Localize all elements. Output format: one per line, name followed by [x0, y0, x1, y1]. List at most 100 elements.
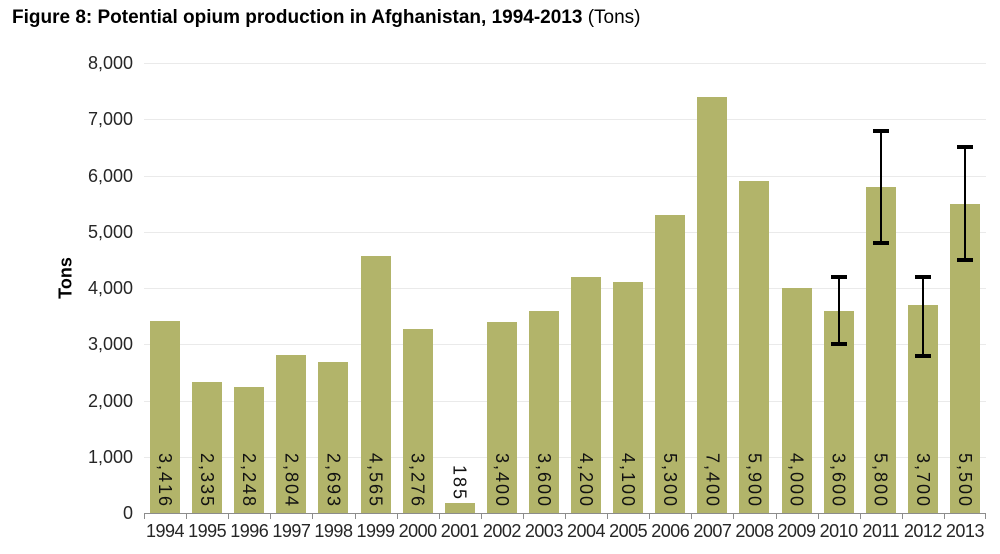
error-bar-stem: [921, 276, 924, 356]
bar-value-label: 2,804: [281, 452, 302, 508]
gridline: [144, 400, 986, 402]
bar-value-label: 4,565: [365, 452, 386, 508]
x-axis-tick: [775, 514, 777, 519]
bar-value-label: 3,700: [912, 452, 933, 508]
y-tick-label: 1,000: [87, 446, 133, 467]
x-tick-label: 1994: [146, 521, 185, 541]
x-tick-label: 2005: [609, 521, 648, 541]
x-axis-tick: [943, 514, 945, 519]
error-bar: [914, 274, 931, 358]
x-axis-tick: [565, 514, 566, 519]
y-tick-label: 2,000: [87, 390, 133, 411]
bar: [192, 381, 223, 513]
gridline: [144, 456, 986, 458]
bar-group: 2,804: [270, 63, 312, 513]
gridline: [144, 288, 986, 289]
error-bar-cap-bottom: [914, 353, 931, 358]
bar: [528, 310, 559, 513]
bar-value-label: 3,600: [533, 452, 554, 508]
bar-group: 4,000: [776, 63, 818, 513]
x-tick-label: 1999: [356, 521, 396, 541]
gridline: [144, 175, 986, 177]
error-bar-cap-top: [872, 128, 889, 133]
bar-value-label: 2,248: [239, 452, 260, 508]
bar-group: 7,400: [691, 63, 733, 513]
x-axis-tick: [607, 514, 609, 519]
x-tick-label: 2000: [398, 521, 438, 541]
bar: [781, 288, 812, 513]
bar-value-label: 2,335: [197, 452, 218, 508]
x-axis-line: [144, 513, 986, 514]
bar: [276, 355, 307, 513]
error-bar-cap-top: [830, 274, 847, 279]
bar-group: 2,335: [186, 63, 228, 513]
x-tick-label: 2006: [651, 521, 690, 541]
bar: [318, 361, 349, 513]
x-tick-label: 2003: [524, 521, 564, 541]
x-tick-label: 2001: [440, 521, 480, 541]
x-axis-tick: [859, 514, 861, 519]
bar-group: 4,100: [607, 63, 649, 513]
bar-value-label: 3,400: [491, 452, 512, 508]
bar-value-label: 2,693: [323, 452, 344, 508]
x-axis-tick: [985, 514, 986, 519]
bar: [655, 214, 686, 513]
gridline: [144, 63, 986, 64]
x-tick-label: 1998: [314, 521, 353, 541]
bar-group: 2,693: [312, 63, 354, 513]
y-tick-label: 6,000: [87, 165, 133, 186]
bar-group: 5,800: [860, 63, 902, 513]
bar-group: 3,276: [397, 63, 439, 513]
x-axis-tick: [480, 514, 482, 519]
bar-value-label: 4,100: [618, 452, 639, 508]
x-axis-tick: [691, 514, 693, 519]
bar-group: 3,700: [902, 63, 944, 513]
x-tick-label: 2002: [482, 521, 522, 541]
y-tick-label: 8,000: [87, 53, 133, 73]
error-bar-cap-top: [914, 274, 931, 279]
y-tick-label: 5,000: [87, 221, 133, 242]
bar-value-label: 5,900: [744, 452, 765, 508]
bar-value-label: 3,276: [407, 452, 428, 508]
bar: [402, 328, 433, 513]
bar-group: 3,416: [144, 63, 186, 513]
x-axis-tick: [270, 514, 272, 519]
x-axis-tick: [522, 514, 524, 519]
x-axis-tick: [733, 514, 735, 519]
x-axis-tick: [186, 514, 188, 519]
y-tick-label: 4,000: [87, 278, 133, 298]
chart-title: Figure 8: Potential opium production in …: [12, 7, 641, 29]
x-tick-label: 2013: [945, 521, 985, 541]
bar-group: 2,248: [228, 63, 270, 513]
x-axis-tick: [817, 514, 819, 519]
error-bar-stem: [837, 276, 840, 345]
bar-group: 4,200: [565, 63, 607, 513]
bar-value-label: 5,500: [954, 452, 975, 508]
x-tick-label: 2004: [567, 521, 606, 541]
error-bar-cap-bottom: [872, 241, 889, 245]
bar-value-label: 3,416: [155, 452, 176, 508]
bar-group: 3,600: [818, 63, 860, 513]
x-tick-label: 2008: [735, 521, 774, 541]
bar: [613, 282, 644, 513]
x-tick-label: 2007: [693, 521, 732, 541]
bar-group: 5,500: [944, 63, 986, 513]
x-tick-label: 2012: [903, 521, 943, 541]
bar-group: 4,565: [355, 63, 397, 513]
x-axis-tick: [228, 514, 230, 519]
bar: [150, 320, 181, 513]
bar-value-label: 4,000: [786, 452, 807, 508]
plot-area: 3,416 2,335 2,248 2,804 2,693 4,565 3,276 185 3,…: [144, 63, 986, 519]
bar-group: 3,400: [481, 63, 523, 513]
x-axis-tick: [144, 514, 145, 519]
bar: [360, 256, 391, 513]
x-tick-label: 2011: [862, 521, 900, 541]
bar-value-label: 5,800: [870, 452, 891, 508]
x-tick-label: 2010: [819, 521, 859, 541]
x-axis-tick: [312, 514, 314, 519]
bar-group: 185: [439, 63, 481, 513]
bar-value-label: 185: [449, 464, 470, 501]
bar: [444, 502, 475, 513]
bar-group: 3,600: [523, 63, 565, 513]
chart-title-unit: (Tons): [582, 7, 641, 28]
